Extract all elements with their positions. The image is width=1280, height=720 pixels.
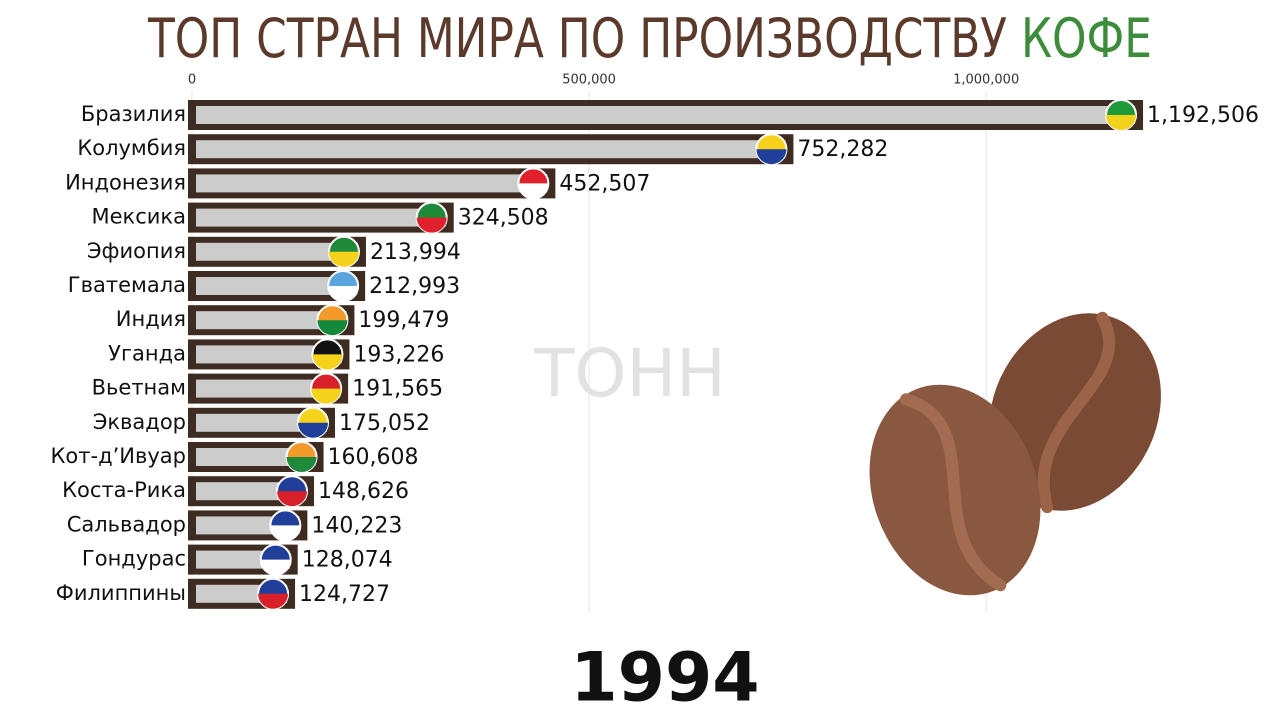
title-main: ТОП СТРАН МИРА ПО ПРОИЗВОДСТВУ [147, 7, 1007, 70]
flag-detail [1106, 115, 1137, 130]
y-tick-label: Уганда [108, 341, 186, 365]
bar-inner [196, 413, 328, 432]
flag-detail [258, 593, 289, 609]
y-tick-label: Индия [116, 307, 186, 331]
flag-detail [416, 217, 447, 233]
value-label: 191,565 [352, 377, 443, 402]
y-tick-label: Эквадор [93, 410, 186, 434]
y-tick-label: Коста-Рика [62, 478, 186, 502]
y-tick-label: Индонезия [65, 170, 186, 194]
flag-detail [317, 320, 348, 336]
value-label: 193,226 [353, 342, 444, 367]
bar-inner [196, 277, 358, 295]
y-tick-label: Бразилия [81, 102, 186, 126]
bar-inner [196, 448, 316, 466]
y-tick-label: Вьетнам [92, 376, 186, 400]
bar-inner [196, 140, 786, 159]
flag-detail [277, 491, 308, 507]
value-label: 752,282 [797, 137, 888, 162]
y-tick-label: Эфиопия [87, 239, 186, 263]
bar-inner [196, 345, 342, 364]
flag-detail [328, 286, 359, 301]
x-tick-label: 500,000 [562, 73, 616, 88]
flag-detail [312, 354, 343, 370]
y-tick-label: Гватемала [68, 273, 186, 297]
coffee-beans [869, 311, 1161, 596]
y-tick-label: Колумбия [77, 136, 186, 160]
y-tick-label: Сальвадор [67, 512, 186, 536]
flag-detail [286, 457, 317, 473]
bar-inner [196, 174, 548, 193]
flag-detail [756, 149, 787, 165]
flag-detail [328, 251, 359, 267]
y-tick-label: Мексика [92, 205, 186, 229]
y-tick-label: Филиппины [56, 581, 186, 605]
bar-inner [196, 311, 347, 330]
title-accent: КОФЕ [1021, 7, 1152, 70]
annotation: ТОНН [533, 335, 726, 412]
value-label: 140,223 [311, 513, 402, 538]
y-tick-label: Кот-д’Ивуар [51, 444, 186, 468]
flag-detail [311, 388, 342, 404]
value-label: 1,192,506 [1147, 103, 1259, 128]
x-tick-label: 1,000,000 [953, 73, 1019, 88]
year-label: 1994 [570, 639, 759, 718]
bar-inner [196, 208, 446, 227]
value-label: 212,993 [369, 274, 460, 299]
flag-detail [298, 422, 329, 438]
value-label: 124,727 [299, 582, 390, 607]
value-label: 452,507 [559, 171, 650, 196]
x-tick-label: 0 [188, 73, 196, 88]
bar-inner [196, 242, 358, 261]
chart-title: ТОП СТРАН МИРА ПО ПРОИЗВОДСТВУ КОФЕ [147, 7, 1152, 70]
value-label: 213,994 [370, 240, 461, 265]
bar-inner [196, 106, 1136, 124]
y-tick-label: Гондурас [82, 547, 186, 571]
value-label: 160,608 [328, 445, 419, 470]
flag-detail [518, 183, 549, 199]
value-label: 128,074 [302, 548, 393, 573]
flag-detail [260, 559, 291, 575]
value-label: 175,052 [339, 411, 430, 436]
value-label: 199,479 [358, 308, 449, 333]
value-label: 148,626 [318, 479, 409, 504]
flag-detail [270, 525, 301, 541]
value-label: 324,508 [458, 206, 549, 231]
bar-inner [196, 379, 341, 398]
